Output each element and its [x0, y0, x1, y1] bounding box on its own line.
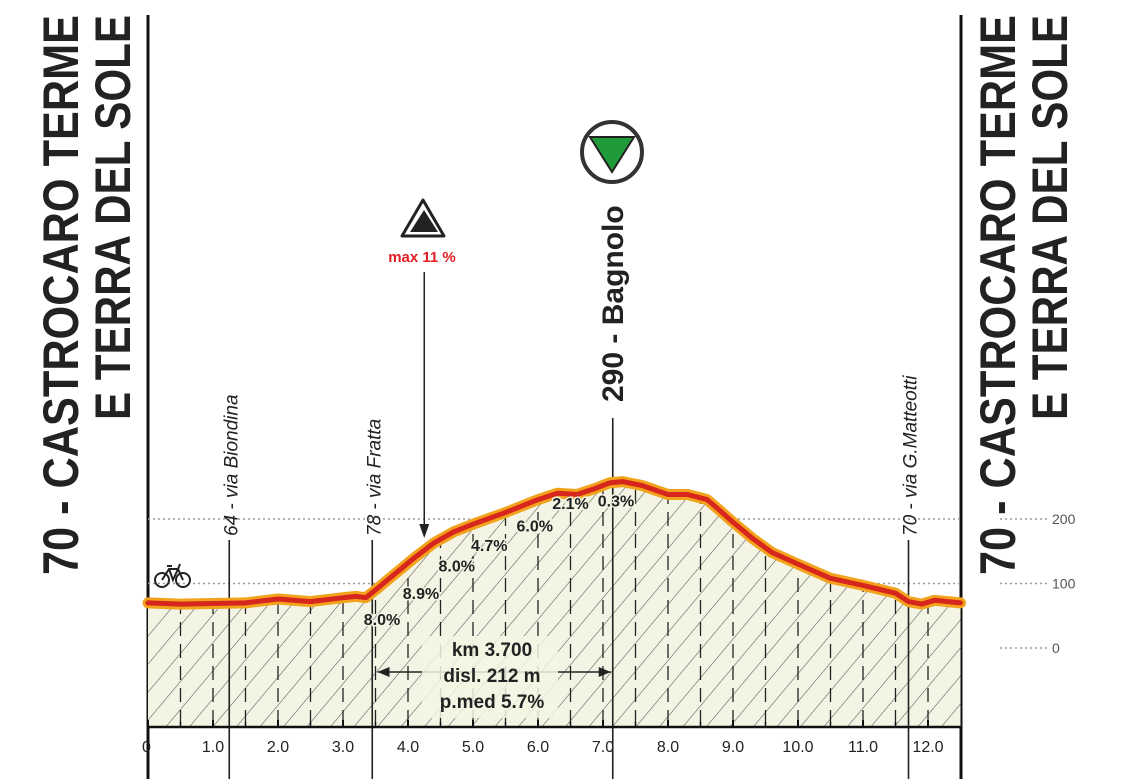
start-label-line1: 70 - CASTROCARO TERME: [33, 15, 89, 575]
x-tick-label: 7.0: [592, 739, 614, 756]
gradient-label: 4.7%: [471, 538, 507, 555]
finish-label-line1: 70 - CASTROCARO TERME: [970, 15, 1026, 575]
x-tick-label: 0: [142, 739, 151, 756]
max-gradient-arrowhead: [419, 524, 430, 538]
x-tick-label: 12.0: [912, 739, 943, 756]
bicycle-icon: [154, 563, 191, 588]
climb-stats-box: [422, 636, 558, 718]
waypoint-markers: 64 - via Biondina 78 - via Fratta 290 - Ba…: [221, 205, 922, 779]
finish-triangle-icon: [588, 136, 636, 174]
x-tick-label: 11.0: [848, 739, 878, 756]
x-tick-label: 2.0: [267, 739, 289, 756]
finish-marker: [580, 120, 644, 184]
x-tick-label: 8.0: [657, 739, 679, 756]
climb-marker: max 11 %: [388, 198, 456, 538]
gradient-labels: 8.0%8.9%8.0% 4.7% 6.0% 2.1% 0.3%: [362, 492, 635, 631]
y-tick-label: 100: [1052, 576, 1076, 592]
x-tick-label: 9.0: [722, 739, 744, 756]
x-tick-label: 6.0: [527, 739, 549, 756]
climb-span-arrow-right: [598, 667, 611, 677]
climb-stat-distance: km 3.700: [452, 640, 532, 661]
waypoint-label: 78 - via Fratta: [364, 419, 385, 536]
gradient-label: 2.1%: [552, 496, 588, 513]
gradient-label: 8.0%: [364, 612, 400, 629]
gradient-label: 6.0%: [517, 518, 553, 535]
gradient-label: 8.9%: [403, 586, 439, 603]
climb-span-arrow-left: [377, 667, 390, 677]
x-tick-label: 1.0: [202, 739, 224, 756]
waypoint-label: 64 - via Biondina: [221, 394, 242, 536]
y-tick-label: 200: [1052, 511, 1076, 527]
climb-stats: km 3.700 disl. 212 m p.med 5.7%: [377, 636, 611, 718]
profile-line: [145, 479, 963, 607]
gradient-label: 8.0%: [439, 558, 475, 575]
finish-label-line2: E TERRA DEL SOLE: [1022, 15, 1078, 420]
climb-stat-average-gradient: p.med 5.7%: [440, 692, 545, 713]
y-axis-ticks: 0 100 200: [1052, 511, 1076, 656]
y-tick-label: 0: [1052, 640, 1060, 656]
x-axis-ticks: 0 1.0 2.0 3.0 4.0 5.0 6.0 7.0 8.0 9.0 10.0 11.0 12.0: [142, 720, 944, 756]
start-label-line2: E TERRA DEL SOLE: [85, 15, 141, 420]
max-gradient-label: max 11 %: [388, 249, 456, 266]
climb-stat-elevation-gain: disl. 212 m: [443, 666, 540, 687]
waypoint-label: 70 - via G.Matteotti: [901, 375, 922, 536]
x-tick-label: 10.0: [782, 739, 813, 756]
x-tick-label: 4.0: [397, 739, 419, 756]
x-tick-label: 3.0: [332, 739, 354, 756]
mountain-icon: [400, 198, 446, 238]
gradient-label: 0.3%: [598, 493, 634, 510]
waypoint-label-finish: 290 - Bagnolo: [597, 205, 630, 402]
x-tick-label: 5.0: [462, 739, 484, 756]
